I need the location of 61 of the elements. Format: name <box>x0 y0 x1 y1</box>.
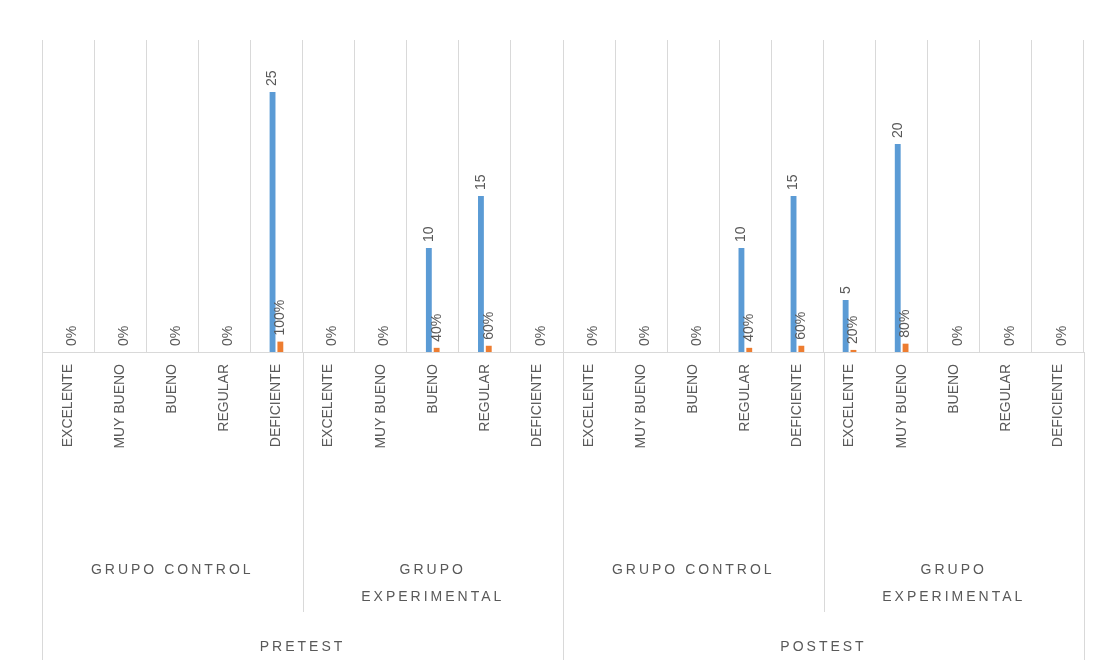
x-tick-label: MUY BUENO <box>371 363 388 449</box>
data-label: 15 <box>784 174 801 190</box>
x-tick-label: BUENO <box>944 363 961 414</box>
data-label: 0% <box>323 325 340 346</box>
data-label: 40% <box>427 313 444 342</box>
data-label: 25 <box>263 70 280 86</box>
data-label: 100% <box>271 299 288 336</box>
data-label: 0% <box>1000 325 1017 346</box>
x-tick-label: BUENO <box>163 363 180 414</box>
data-label: 10 <box>419 226 436 242</box>
data-label: 0% <box>948 325 965 346</box>
text: POSTEST <box>780 637 867 654</box>
data-label: 0% <box>635 325 652 346</box>
data-label: 60% <box>479 311 496 340</box>
x-tick-label: EXCELENTE <box>579 364 596 448</box>
data-label: 40% <box>740 313 757 342</box>
bar <box>478 196 484 352</box>
data-label: 5 <box>836 286 853 294</box>
x-tick-label: EXCELENTE <box>840 364 857 448</box>
data-label: 20 <box>888 122 905 138</box>
bar <box>798 345 805 352</box>
x-tick-label: MUY BUENO <box>892 363 909 449</box>
text: GRUPO EXPERIMENTAL <box>882 560 1026 604</box>
data-label: 0% <box>688 325 705 346</box>
data-label: 80% <box>896 309 913 338</box>
data-label: 0% <box>167 325 184 346</box>
text: GRUPO EXPERIMENTAL <box>361 560 505 604</box>
data-label: 0% <box>375 325 392 346</box>
text: PRETEST <box>259 637 346 654</box>
data-label: 0% <box>62 325 79 346</box>
data-label: 0% <box>583 325 600 346</box>
bar <box>746 347 753 352</box>
x-tick-label: BUENO <box>684 363 701 414</box>
data-label: 10 <box>732 226 749 242</box>
data-label: 0% <box>219 325 236 346</box>
x-tick-label: MUY BUENO <box>111 363 128 449</box>
x-tick-label: EXCELENTE <box>58 364 75 448</box>
bar <box>433 347 440 352</box>
x-tick-label: EXCELENTE <box>319 364 336 448</box>
data-label: 15 <box>471 174 488 190</box>
bar <box>894 144 901 352</box>
text: GRUPO CONTROL <box>90 560 254 577</box>
data-label: 60% <box>792 311 809 340</box>
x-tick-label: BUENO <box>423 363 440 414</box>
x-tick-label: DEFICIENTE <box>527 364 544 448</box>
text: GRUPO CONTROL <box>611 560 775 577</box>
x-tick-label: DEFICIENTE <box>267 364 284 448</box>
x-tick-label: REGULAR <box>215 364 232 432</box>
bar <box>277 341 284 352</box>
x-tick-label: REGULAR <box>736 364 753 432</box>
x-tick-label: MUY BUENO <box>632 363 649 449</box>
data-label: 0% <box>1052 325 1069 346</box>
bar <box>485 345 492 352</box>
x-tick-label: REGULAR <box>996 364 1013 432</box>
x-tick-label: DEFICIENTE <box>1048 364 1065 448</box>
x-tick-label: REGULAR <box>475 364 492 432</box>
data-label: 0% <box>531 325 548 346</box>
data-label: 0% <box>114 325 131 346</box>
x-tick-label: DEFICIENTE <box>788 364 805 448</box>
data-label: 20% <box>844 315 861 344</box>
bar <box>425 248 432 352</box>
